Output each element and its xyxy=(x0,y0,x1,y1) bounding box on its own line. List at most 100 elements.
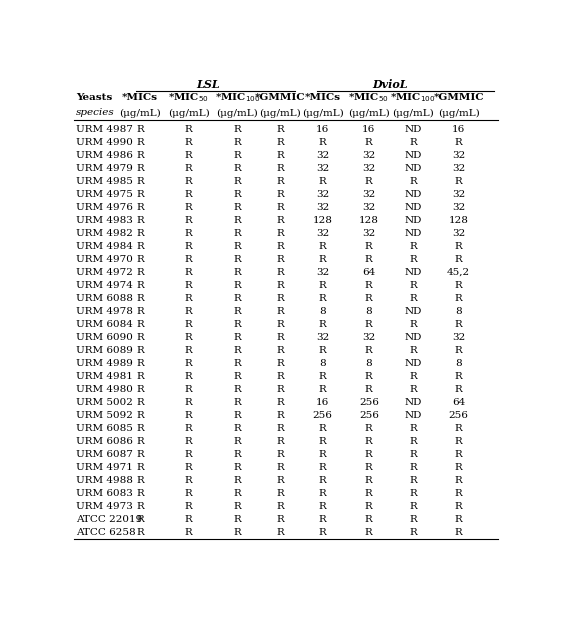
Text: R: R xyxy=(365,515,373,524)
Text: R: R xyxy=(136,372,144,381)
Text: 32: 32 xyxy=(362,164,375,173)
Text: R: R xyxy=(185,281,192,290)
Text: 32: 32 xyxy=(452,190,465,199)
Text: R: R xyxy=(276,320,284,329)
Text: R: R xyxy=(455,437,463,446)
Text: URM 4971: URM 4971 xyxy=(76,463,132,472)
Text: R: R xyxy=(234,281,241,290)
Text: R: R xyxy=(365,281,373,290)
Text: R: R xyxy=(365,385,373,394)
Text: URM 4974: URM 4974 xyxy=(76,281,132,290)
Text: R: R xyxy=(455,463,463,472)
Text: URM 4985: URM 4985 xyxy=(76,177,132,186)
Text: R: R xyxy=(409,437,417,446)
Text: R: R xyxy=(136,320,144,329)
Text: R: R xyxy=(455,177,463,186)
Text: 32: 32 xyxy=(452,229,465,238)
Text: R: R xyxy=(319,372,327,381)
Text: (μg/mL): (μg/mL) xyxy=(168,108,210,118)
Text: R: R xyxy=(185,450,192,459)
Text: URM 6090: URM 6090 xyxy=(76,333,132,342)
Text: DvioL: DvioL xyxy=(372,79,408,90)
Text: 32: 32 xyxy=(362,229,375,238)
Text: R: R xyxy=(455,385,463,394)
Text: R: R xyxy=(234,151,241,159)
Text: 128: 128 xyxy=(313,216,333,225)
Text: R: R xyxy=(276,411,284,420)
Text: R: R xyxy=(185,515,192,524)
Text: R: R xyxy=(185,437,192,446)
Text: R: R xyxy=(276,450,284,459)
Text: R: R xyxy=(234,294,241,303)
Text: R: R xyxy=(409,424,417,433)
Text: R: R xyxy=(276,333,284,342)
Text: ND: ND xyxy=(404,307,422,316)
Text: R: R xyxy=(234,190,241,199)
Text: URM 4987: URM 4987 xyxy=(76,125,132,134)
Text: 32: 32 xyxy=(362,151,375,159)
Text: URM 4982: URM 4982 xyxy=(76,229,132,238)
Text: 32: 32 xyxy=(316,268,329,277)
Text: URM 6087: URM 6087 xyxy=(76,450,132,459)
Text: R: R xyxy=(319,320,327,329)
Text: R: R xyxy=(185,346,192,355)
Text: R: R xyxy=(136,242,144,251)
Text: R: R xyxy=(234,398,241,407)
Text: R: R xyxy=(136,476,144,485)
Text: R: R xyxy=(276,476,284,485)
Text: R: R xyxy=(319,528,327,537)
Text: R: R xyxy=(365,476,373,485)
Text: R: R xyxy=(234,450,241,459)
Text: ND: ND xyxy=(404,229,422,238)
Text: URM 4988: URM 4988 xyxy=(76,476,132,485)
Text: (μg/mL): (μg/mL) xyxy=(348,108,389,118)
Text: R: R xyxy=(276,398,284,407)
Text: R: R xyxy=(185,229,192,238)
Text: R: R xyxy=(276,281,284,290)
Text: 8: 8 xyxy=(365,359,372,368)
Text: R: R xyxy=(185,242,192,251)
Text: R: R xyxy=(409,281,417,290)
Text: 32: 32 xyxy=(316,151,329,159)
Text: URM 4975: URM 4975 xyxy=(76,190,132,199)
Text: 64: 64 xyxy=(362,268,375,277)
Text: 8: 8 xyxy=(455,307,462,316)
Text: R: R xyxy=(234,476,241,485)
Text: 32: 32 xyxy=(316,202,329,212)
Text: R: R xyxy=(276,138,284,146)
Text: R: R xyxy=(365,528,373,537)
Text: R: R xyxy=(455,320,463,329)
Text: R: R xyxy=(136,346,144,355)
Text: R: R xyxy=(234,372,241,381)
Text: 32: 32 xyxy=(316,164,329,173)
Text: R: R xyxy=(365,320,373,329)
Text: R: R xyxy=(185,333,192,342)
Text: R: R xyxy=(455,476,463,485)
Text: R: R xyxy=(234,268,241,277)
Text: R: R xyxy=(136,138,144,146)
Text: *MICs: *MICs xyxy=(122,93,158,102)
Text: ATCC 22019: ATCC 22019 xyxy=(76,515,142,524)
Text: R: R xyxy=(319,138,327,146)
Text: R: R xyxy=(409,255,417,264)
Text: R: R xyxy=(276,202,284,212)
Text: R: R xyxy=(455,255,463,264)
Text: R: R xyxy=(185,502,192,511)
Text: R: R xyxy=(365,489,373,498)
Text: R: R xyxy=(185,125,192,134)
Text: R: R xyxy=(365,346,373,355)
Text: R: R xyxy=(455,281,463,290)
Text: R: R xyxy=(276,268,284,277)
Text: *GMMIC: *GMMIC xyxy=(433,93,484,102)
Text: R: R xyxy=(365,437,373,446)
Text: 256: 256 xyxy=(359,411,379,420)
Text: R: R xyxy=(455,450,463,459)
Text: URM 6084: URM 6084 xyxy=(76,320,132,329)
Text: R: R xyxy=(234,528,241,537)
Text: R: R xyxy=(365,463,373,472)
Text: URM 4983: URM 4983 xyxy=(76,216,132,225)
Text: R: R xyxy=(276,372,284,381)
Text: R: R xyxy=(234,125,241,134)
Text: 32: 32 xyxy=(316,333,329,342)
Text: R: R xyxy=(276,229,284,238)
